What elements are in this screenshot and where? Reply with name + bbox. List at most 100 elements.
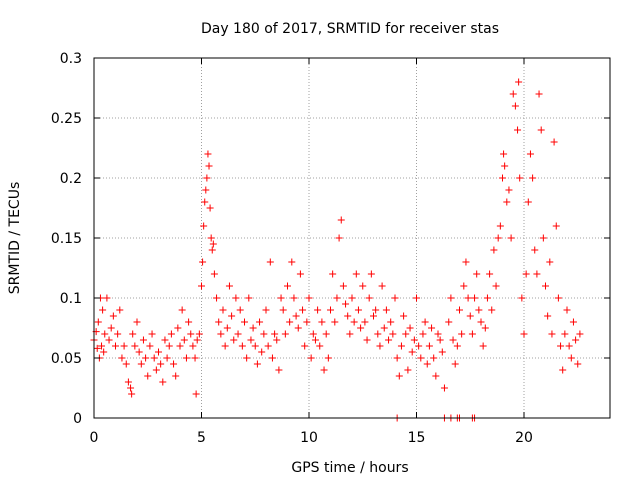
data-point — [241, 318, 248, 326]
data-point — [468, 330, 476, 338]
data-point — [333, 294, 341, 302]
data-point — [565, 342, 573, 350]
data-point — [400, 312, 408, 320]
data-point — [199, 258, 207, 266]
data-point — [301, 342, 309, 350]
data-point — [559, 366, 567, 374]
x-tick-label: 5 — [197, 430, 206, 446]
data-point — [191, 354, 199, 362]
data-point — [107, 324, 115, 332]
data-point — [524, 198, 532, 206]
data-point — [225, 282, 233, 290]
data-point — [311, 336, 319, 344]
data-point — [361, 318, 369, 326]
data-point — [473, 270, 481, 278]
data-point — [391, 294, 399, 302]
data-point — [223, 324, 231, 332]
data-point — [185, 318, 193, 326]
data-point — [354, 306, 362, 314]
data-point — [284, 282, 291, 290]
data-point — [236, 306, 244, 314]
data-point — [520, 330, 528, 338]
data-point — [397, 342, 405, 350]
data-point — [507, 234, 515, 242]
data-point — [277, 294, 285, 302]
data-point — [385, 336, 393, 344]
axis-ticks: 0 0.05 0.1 0.15 0.2 0.25 0.3 0 5 10 15 20 — [51, 51, 610, 446]
data-points — [90, 78, 584, 422]
data-point — [172, 372, 180, 380]
data-point — [402, 330, 410, 338]
data-point — [518, 294, 526, 302]
data-point — [232, 294, 240, 302]
data-point — [208, 246, 216, 254]
data-point — [569, 318, 577, 326]
data-point — [195, 330, 203, 338]
data-point — [100, 348, 108, 356]
data-point — [109, 312, 117, 320]
data-point — [210, 270, 218, 278]
data-point — [266, 258, 274, 266]
data-point — [526, 150, 534, 158]
data-point — [425, 342, 433, 350]
data-point — [359, 282, 367, 290]
data-point — [170, 360, 178, 368]
data-point — [215, 318, 223, 326]
data-point — [187, 330, 195, 338]
y-tick-label: 0.1 — [60, 291, 82, 307]
data-point — [198, 282, 205, 290]
data-point — [127, 384, 135, 392]
data-point — [122, 360, 130, 368]
data-point — [163, 354, 171, 362]
data-point — [260, 330, 268, 338]
data-point — [124, 378, 132, 386]
data-point — [515, 78, 523, 86]
data-point — [365, 294, 373, 302]
data-point — [256, 318, 264, 326]
data-point — [460, 282, 468, 290]
data-point — [574, 360, 582, 368]
data-point — [428, 324, 436, 332]
x-tick-label: 10 — [300, 430, 318, 446]
data-point — [247, 336, 255, 344]
data-point — [327, 306, 334, 314]
data-point — [213, 294, 221, 302]
data-point — [346, 330, 354, 338]
data-point — [501, 162, 509, 170]
data-point — [438, 348, 446, 356]
data-point — [554, 294, 562, 302]
y-tick-label: 0.2 — [60, 171, 82, 187]
data-point — [253, 360, 261, 368]
data-point — [178, 306, 186, 314]
data-point — [329, 270, 337, 278]
data-point — [475, 306, 483, 314]
data-point — [217, 330, 225, 338]
data-point — [221, 342, 229, 350]
data-point — [544, 312, 552, 320]
data-point — [176, 342, 184, 350]
data-point — [479, 342, 487, 350]
data-point — [494, 234, 502, 242]
data-point — [406, 324, 414, 332]
data-point — [314, 306, 322, 314]
data-point — [131, 342, 139, 350]
data-point — [201, 198, 209, 206]
y-tick-label: 0.15 — [51, 231, 82, 247]
data-point — [258, 348, 266, 356]
x-tick-label: 15 — [408, 430, 426, 446]
data-point — [339, 282, 347, 290]
data-point — [219, 306, 227, 314]
data-point — [206, 204, 214, 212]
data-point — [101, 330, 109, 338]
data-point — [496, 222, 504, 230]
data-point — [128, 390, 136, 398]
data-point — [408, 348, 416, 356]
data-point — [572, 336, 580, 344]
data-point — [322, 330, 330, 338]
data-point — [557, 342, 565, 350]
data-point — [205, 162, 213, 170]
data-point — [264, 342, 272, 350]
data-point — [483, 294, 491, 302]
data-point — [155, 348, 162, 356]
data-point — [271, 330, 279, 338]
